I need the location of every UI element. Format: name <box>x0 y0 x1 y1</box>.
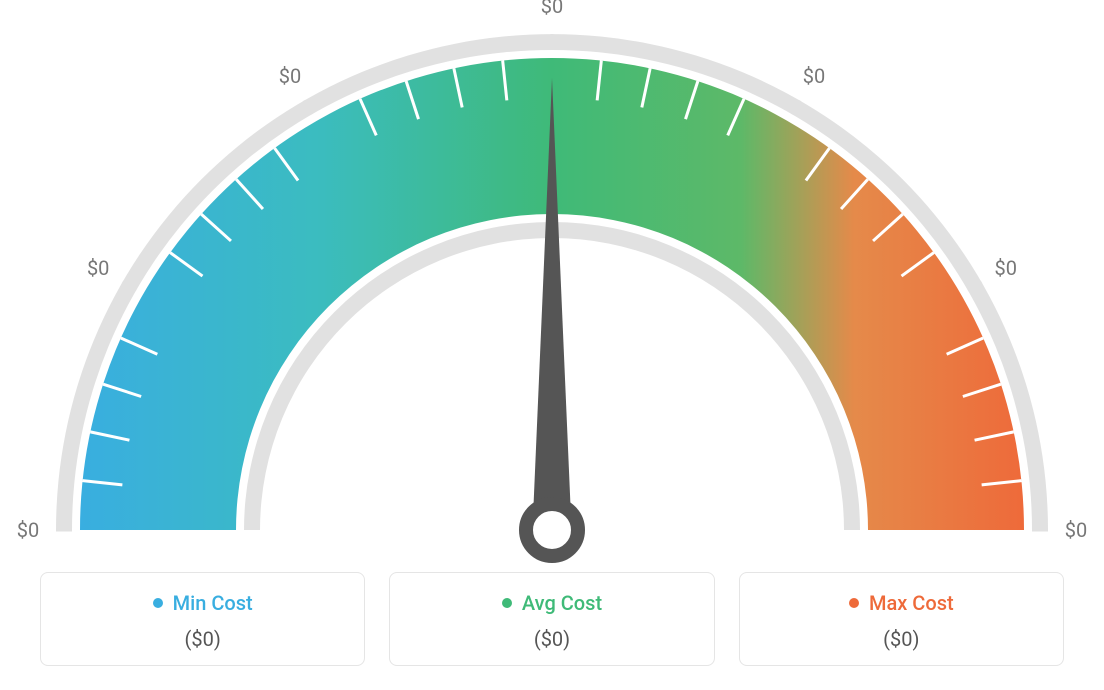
legend-value: ($0) <box>53 627 352 651</box>
legend-card: Min Cost ($0) <box>40 572 365 666</box>
legend-title: Min Cost <box>153 591 253 615</box>
gauge-area: $0 $0 $0 $0 $0 $0 $0 <box>0 0 1104 560</box>
legend-dot-icon <box>849 598 859 608</box>
gauge-tick-label: $0 <box>803 64 825 88</box>
legend-value: ($0) <box>752 627 1051 651</box>
legend-label: Avg Cost <box>522 591 602 615</box>
legend-value: ($0) <box>402 627 701 651</box>
legend-label: Max Cost <box>869 591 954 615</box>
gauge-needle-hub <box>526 504 578 556</box>
gauge-tick-label: $0 <box>995 256 1017 280</box>
legend-card: Max Cost ($0) <box>739 572 1064 666</box>
legend-title: Avg Cost <box>502 591 602 615</box>
legend-card: Avg Cost ($0) <box>389 572 714 666</box>
gauge-tick-label: $0 <box>17 518 39 542</box>
gauge-tick-label: $0 <box>279 64 301 88</box>
legend-dot-icon <box>153 598 163 608</box>
gauge-tick-label: $0 <box>541 0 563 18</box>
legend-dot-icon <box>502 598 512 608</box>
gauge-tick-label: $0 <box>1065 518 1087 542</box>
legend-row: Min Cost ($0) Avg Cost ($0) Max Cost ($0) <box>40 572 1064 666</box>
legend-label: Min Cost <box>173 591 253 615</box>
legend-title: Max Cost <box>849 591 954 615</box>
gauge-svg <box>0 10 1104 570</box>
gauge-tick-label: $0 <box>87 256 109 280</box>
gauge-chart-container: $0$0$0$0$0$0$0 Min Cost($0)Avg Cost($0)M… <box>0 0 1104 690</box>
